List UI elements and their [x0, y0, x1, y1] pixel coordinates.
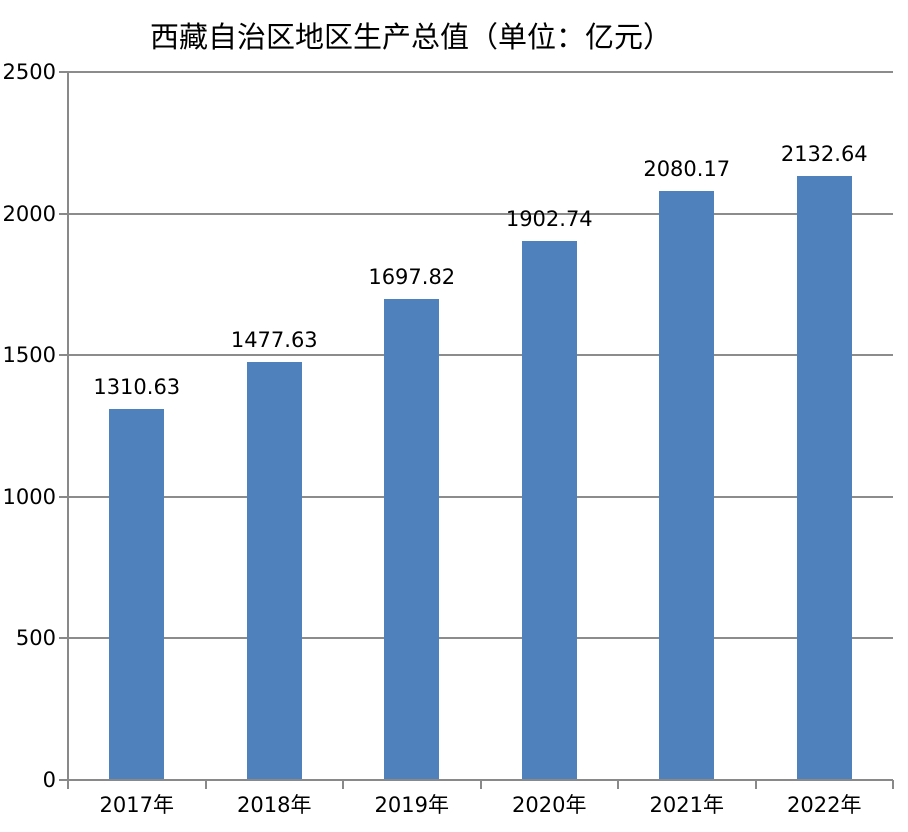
gridline [68, 354, 893, 357]
x-tick-mark [754, 780, 757, 789]
bar-value-label: 1310.63 [93, 374, 181, 399]
x-tick-mark [479, 780, 482, 789]
y-tick-label: 2000 [2, 201, 56, 226]
gridline [68, 495, 893, 498]
bar-value-label: 1697.82 [368, 265, 456, 290]
bar [796, 176, 852, 780]
y-tick-mark [59, 637, 68, 640]
x-tick-label: 2019年 [374, 793, 449, 817]
y-axis [67, 72, 69, 789]
x-axis [59, 779, 893, 781]
x-tick-mark [67, 780, 69, 789]
y-tick-mark [59, 71, 68, 73]
x-tick-mark [342, 780, 344, 789]
y-tick-mark [59, 354, 68, 357]
y-tick-label: 0 [42, 768, 56, 792]
bar [384, 299, 440, 780]
y-tick-label: 1500 [2, 343, 56, 368]
bar-value-label: 2080.17 [643, 156, 731, 181]
y-tick-mark [59, 212, 68, 215]
x-tick-label: 2022年 [787, 793, 862, 817]
x-tick-mark [892, 780, 894, 789]
x-tick-label: 2017年 [99, 793, 174, 817]
bar [109, 408, 165, 780]
gridline [68, 637, 893, 640]
x-tick-mark [204, 780, 207, 789]
bar-value-label: 1477.63 [230, 327, 318, 352]
y-tick-label: 1000 [2, 484, 56, 509]
gridline [68, 71, 893, 73]
y-tick-label: 500 [15, 626, 56, 651]
y-tick-mark [59, 495, 68, 498]
gridline [68, 212, 893, 215]
bar [521, 241, 577, 780]
x-tick-label: 2018年 [237, 793, 312, 817]
bar [246, 361, 302, 780]
x-tick-label: 2021年 [649, 793, 724, 817]
bar [659, 190, 715, 780]
bar-value-label: 1902.74 [505, 207, 593, 232]
x-tick-mark [617, 780, 619, 789]
chart-title: 西藏自治区地区生产总值（单位：亿元） [150, 20, 673, 54]
y-tick-label: 2500 [2, 60, 56, 84]
bar-value-label: 2132.64 [780, 142, 868, 167]
x-tick-label: 2020年 [512, 793, 587, 817]
